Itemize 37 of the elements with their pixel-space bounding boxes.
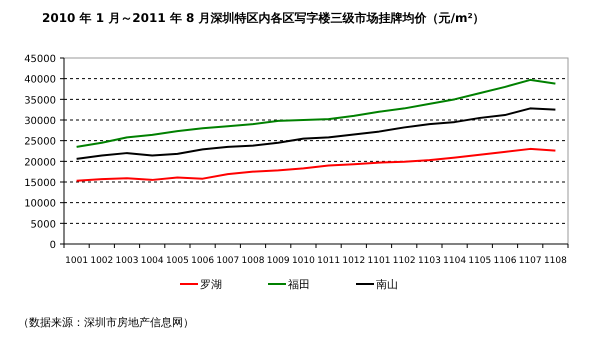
x-tick-label: 1005 (166, 256, 189, 266)
x-tick-label: 1101 (368, 256, 390, 266)
x-tick-label: 1108 (544, 256, 568, 266)
x-tick-label: 1011 (317, 256, 340, 266)
x-tick-label: 1002 (90, 256, 114, 266)
x-tick-label: 1008 (242, 256, 265, 266)
y-tick-label: 40000 (24, 74, 56, 86)
x-tick-label: 1103 (418, 256, 441, 266)
y-tick-label: 35000 (24, 95, 56, 106)
y-tick-label: 10000 (24, 198, 56, 210)
x-tick-label: 1105 (468, 256, 492, 266)
y-tick-label: 5000 (30, 219, 56, 230)
y-tick-label: 0 (50, 240, 56, 251)
x-tick-label: 1106 (494, 256, 517, 266)
x-tick-label: 1006 (191, 256, 214, 266)
x-tick-label: 1007 (216, 256, 240, 266)
legend-label: 南山 (376, 278, 398, 291)
x-tick-label: 1001 (65, 256, 88, 266)
x-tick-label: 1004 (140, 256, 164, 266)
x-tick-label: 1107 (518, 256, 542, 266)
y-tick-label: 30000 (24, 116, 56, 127)
line-series (76, 148, 556, 182)
x-tick-label: 1104 (443, 256, 466, 266)
chart-title: 2010 年 1 月～2011 年 8 月深圳特区内各区写字楼三级市场挂牌均价（元/m²） (42, 11, 485, 25)
y-tick-label: 15000 (24, 178, 56, 189)
text: （数据来源：深圳市房地产信息网） (18, 316, 194, 329)
legend-label: 福田 (288, 278, 310, 291)
x-tick-label: 1010 (292, 256, 316, 266)
y-tick-label: 25000 (24, 136, 56, 148)
x-tick-label: 1003 (116, 256, 138, 266)
legend-label: 罗湖 (200, 278, 222, 291)
x-tick-label: 1009 (266, 256, 290, 266)
y-tick-label: 45000 (24, 54, 56, 65)
y-tick-label: 20000 (24, 157, 56, 168)
line-series (76, 78, 556, 148)
x-tick-label: 1012 (342, 256, 366, 266)
x-tick-label: 1102 (392, 256, 416, 266)
